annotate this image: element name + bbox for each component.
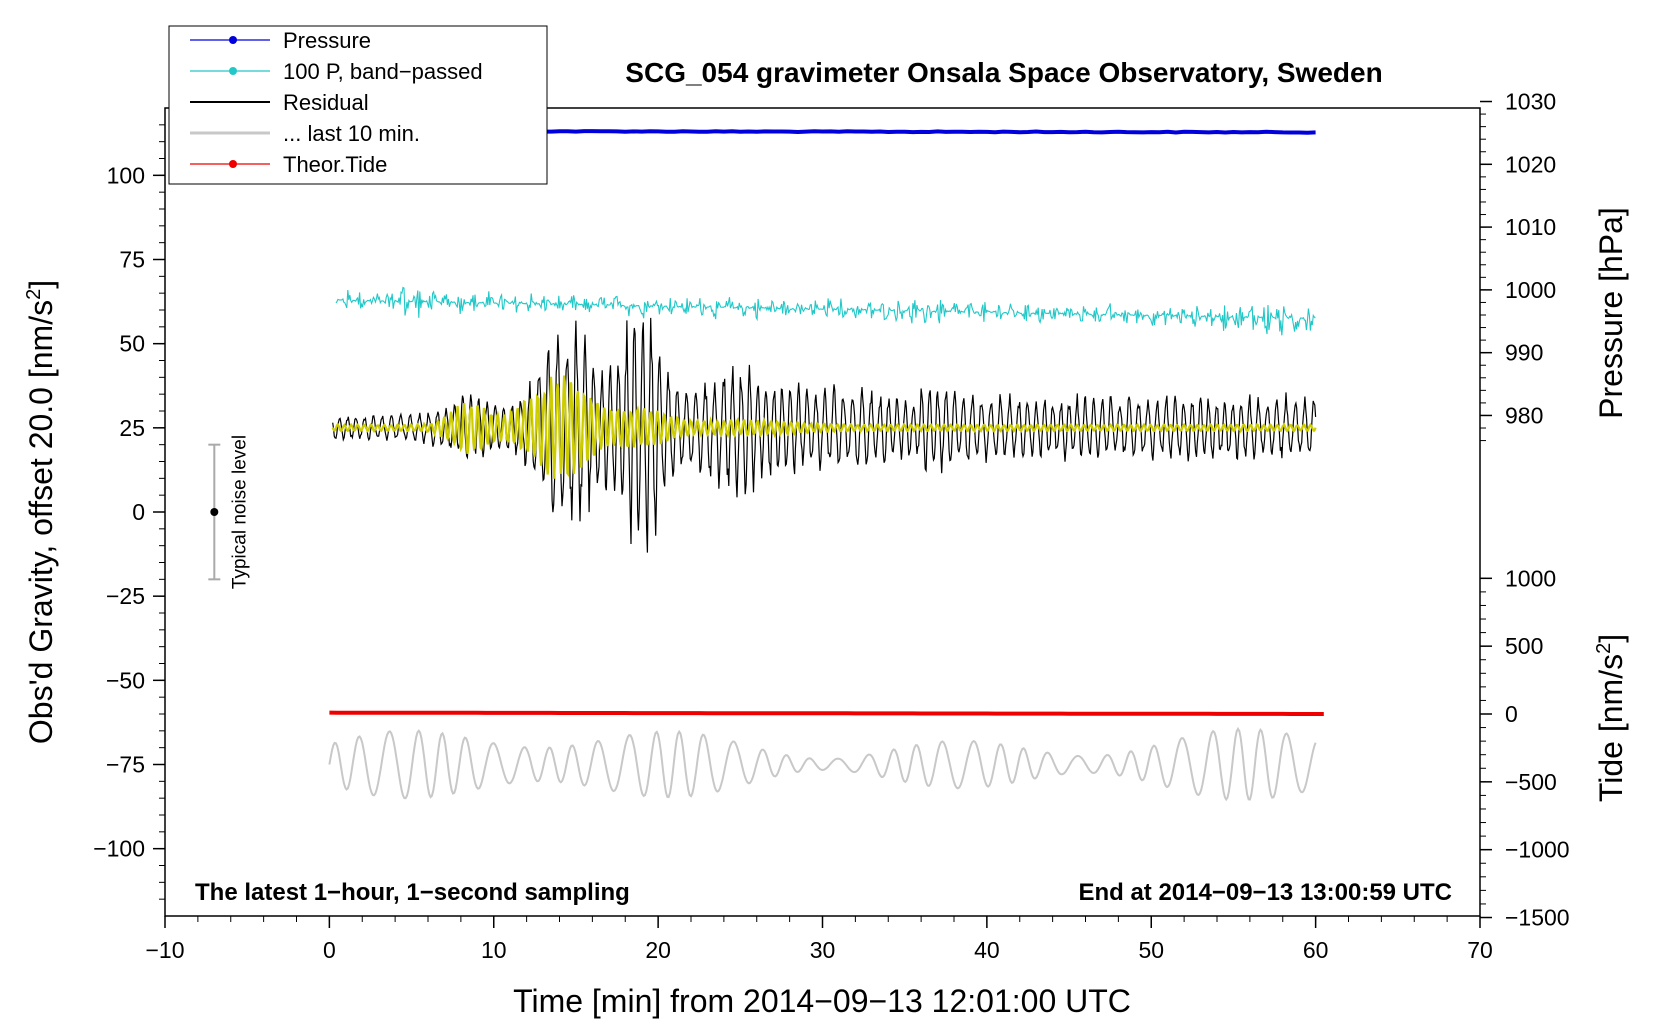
tide-tick-label: 0 xyxy=(1505,701,1518,727)
pressure-tick-label: 990 xyxy=(1505,340,1543,366)
noise-level-label: Typical noise level xyxy=(229,435,250,589)
tide-tick-label: 500 xyxy=(1505,633,1543,659)
y-left-tick-label: −50 xyxy=(106,667,145,693)
x-tick-label: 20 xyxy=(645,937,671,963)
legend-label-last-10-min: ... last 10 min. xyxy=(283,121,420,146)
x-tick-label: 70 xyxy=(1467,937,1493,963)
chart-title: SCG_054 gravimeter Onsala Space Observat… xyxy=(625,57,1382,88)
theoretical-tide-series-line xyxy=(329,710,1324,716)
tide-tick-label: 1000 xyxy=(1505,565,1556,591)
tide-axis-label-main: Tide [nm/s xyxy=(1593,654,1629,802)
pressure-axis-label: Pressure [hPa] xyxy=(1593,207,1629,419)
legend-label-pressure: Pressure xyxy=(283,28,371,53)
x-tick-label: 30 xyxy=(810,937,836,963)
y-left-tick-label: 100 xyxy=(107,162,145,188)
tick-labels-layer: −10 0 10 20 30 40 50 60 701007550250−25−50−75−10… xyxy=(93,89,1569,963)
x-tick-label: 60 xyxy=(1303,937,1329,963)
x-tick-label: −10 xyxy=(145,937,184,963)
band-passed-series-line xyxy=(335,286,1316,336)
ticks-layer xyxy=(153,100,1492,928)
legend-marker-tide xyxy=(229,160,237,168)
y-left-tick-label: 0 xyxy=(132,499,145,525)
pressure-tick-label: 980 xyxy=(1505,402,1543,428)
y-left-axis-label-bracket: ] xyxy=(23,280,59,289)
x-tick-label: 50 xyxy=(1138,937,1164,963)
x-tick-label: 40 xyxy=(974,937,1000,963)
y-left-tick-label: −75 xyxy=(106,752,145,778)
noise-level-dot xyxy=(210,508,219,516)
pressure-tick-label: 1010 xyxy=(1505,214,1556,240)
legend-label-band-passed: 100 P, band−passed xyxy=(283,59,483,84)
tide-tick-label: −1000 xyxy=(1505,837,1570,863)
yellow-overlay-line xyxy=(331,375,1317,479)
legend-marker-band-passed xyxy=(229,67,237,75)
legend-box xyxy=(168,25,548,185)
y-left-axis-label-superscript: 2 xyxy=(23,289,45,300)
y-left-tick-label: 50 xyxy=(119,331,145,357)
end-time-annotation: End at 2014−09−13 13:00:59 UTC xyxy=(1078,879,1452,906)
pressure-tick-label: 1030 xyxy=(1505,89,1556,115)
tide-axis-label: Tide [nm/s2] xyxy=(1593,634,1629,802)
tide-axis-label-bracket: ] xyxy=(1593,634,1629,643)
y-left-axis-label: Obs'd Gravity, offset 20.0 [nm/s2] xyxy=(23,280,59,744)
x-tick-label: 10 xyxy=(481,937,507,963)
sampling-annotation: The latest 1−hour, 1−second sampling xyxy=(195,879,630,906)
y-left-tick-label: 25 xyxy=(119,415,145,441)
y-left-tick-label: 75 xyxy=(119,247,145,273)
legend-label-tide: Theor.Tide xyxy=(283,152,387,177)
plot-data-layer xyxy=(328,128,1324,802)
pressure-tick-label: 1020 xyxy=(1505,151,1556,177)
tide-axis-label-superscript: 2 xyxy=(1593,643,1615,654)
legend: Pressure 100 P, band−passed Residual ...… xyxy=(168,25,548,185)
y-left-tick-label: −25 xyxy=(106,583,145,609)
noise-level-indicator: Typical noise level xyxy=(208,435,250,589)
pressure-tick-label: 1000 xyxy=(1505,277,1556,303)
tide-tick-label: −500 xyxy=(1505,769,1557,795)
y-left-tick-label: −100 xyxy=(93,836,145,862)
y-left-axis-label-main: Obs'd Gravity, offset 20.0 [nm/s xyxy=(23,300,59,744)
legend-label-residual: Residual xyxy=(283,90,369,115)
x-axis-label: Time [min] from 2014−09−13 12:01:00 UTC xyxy=(513,983,1131,1019)
last-10-min-series-line xyxy=(328,726,1317,802)
plot-frame xyxy=(164,107,1481,917)
x-tick-label: 0 xyxy=(323,937,336,963)
tide-tick-label: −1500 xyxy=(1505,905,1570,931)
legend-marker-pressure xyxy=(229,36,237,44)
